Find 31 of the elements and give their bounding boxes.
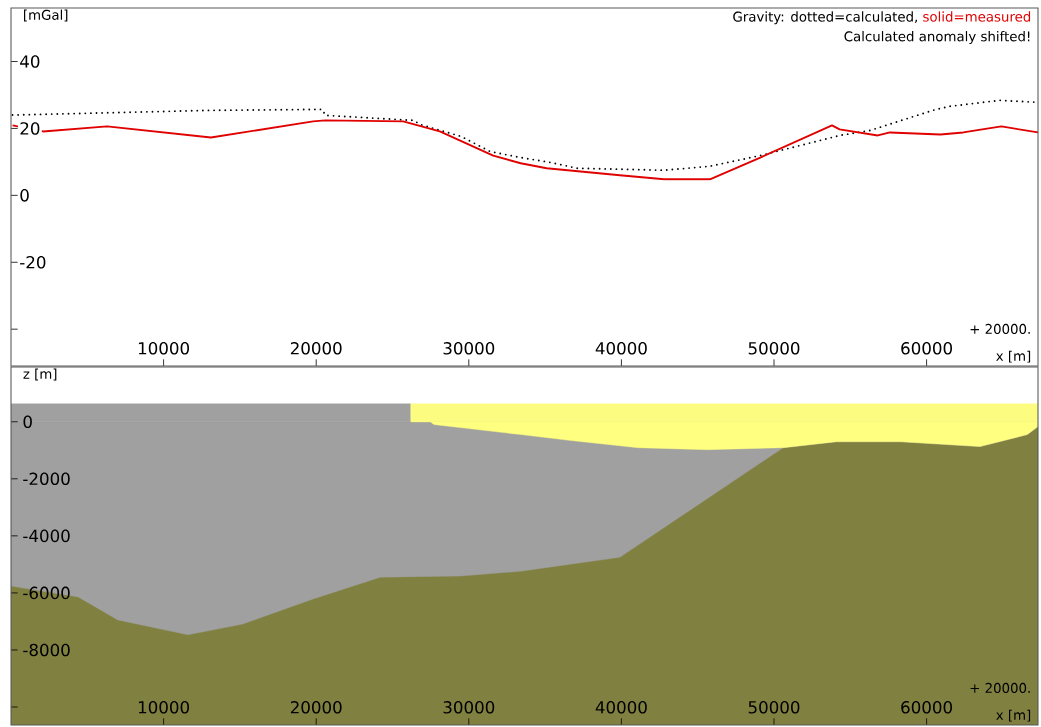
annotation: + 20000.: [970, 323, 1030, 334]
y-tick-label: 0: [23, 415, 32, 429]
y-tick-label: -20: [20, 255, 46, 269]
x-axis-title: x [m]: [996, 709, 1031, 722]
annotation: Calculated anomaly shifted!: [844, 31, 1030, 44]
x-tick-label: 60000: [901, 341, 952, 355]
x-tick-label: 40000: [595, 700, 647, 714]
legend-title: Gravity:: [733, 11, 784, 25]
x-tick-label: 40000: [595, 341, 647, 355]
x-tick-label: 10000: [138, 700, 189, 714]
y-tick-label: 0: [20, 189, 29, 202]
y-tick-label: -4000: [23, 529, 70, 543]
y-tick-label: -2000: [23, 472, 70, 486]
annotation: + 20000.: [970, 682, 1030, 693]
x-tick-label: 10000: [138, 341, 189, 355]
x-tick-label: 60000: [901, 700, 952, 714]
y-tick-label: 20: [20, 122, 40, 135]
x-tick-label: 20000: [290, 700, 342, 714]
y-axis-title: z [m]: [23, 368, 57, 381]
x-tick-label: 30000: [443, 700, 495, 714]
x-tick-label: 50000: [748, 341, 800, 355]
text: solid=measured: [923, 11, 1031, 22]
x-axis-title: x [m]: [996, 350, 1031, 363]
y-tick-label: 40: [20, 55, 40, 68]
line-series: [11, 119, 1039, 181]
x-tick-label: 20000: [290, 341, 342, 355]
text: dotted=calculated,: [791, 11, 917, 24]
y-axis-title: [mGal]: [24, 9, 68, 22]
x-tick-label: 50000: [748, 700, 800, 714]
x-tick-label: 30000: [443, 341, 495, 355]
y-tick-label: -8000: [23, 643, 70, 657]
